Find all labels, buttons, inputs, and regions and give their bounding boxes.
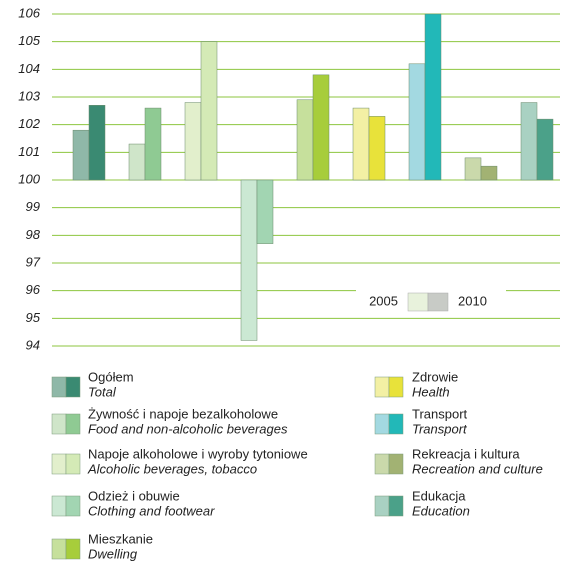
bar [72, 129, 90, 181]
legend-label: 2005 [369, 293, 398, 308]
bar [312, 74, 330, 181]
legend-category-en: Recreation and culture [412, 461, 543, 476]
bar [128, 143, 146, 181]
legend-category: Zdrowie [412, 369, 458, 384]
bar [256, 179, 274, 244]
legend-swatch [65, 376, 81, 398]
bar [424, 13, 442, 181]
bar [296, 99, 314, 181]
bar [368, 116, 386, 181]
legend-category: Żywność i napoje bezalkoholowe [88, 406, 278, 421]
legend-category: Transport [412, 406, 468, 421]
legend-category-en: Clothing and footwear [88, 503, 215, 518]
legend-category-en: Health [412, 384, 450, 399]
y-tick-label: 99 [26, 199, 40, 214]
legend-label: 2010 [458, 293, 487, 308]
y-tick-label: 96 [26, 282, 41, 297]
legend-swatch [374, 376, 390, 398]
legend-category-en: Food and non-alcoholic beverages [88, 421, 288, 436]
legend-swatch [65, 453, 81, 475]
legend-category: Rekreacja i kultura [412, 446, 520, 461]
y-tick-label: 101 [18, 144, 40, 159]
y-tick-label: 98 [26, 227, 41, 242]
y-tick-label: 103 [18, 88, 40, 103]
legend-category: Napoje alkoholowe i wyroby tytoniowe [88, 446, 308, 461]
legend-swatch [51, 376, 67, 398]
legend-category-en: Total [88, 384, 117, 399]
y-tick-label: 94 [26, 337, 40, 352]
legend-swatch [374, 495, 390, 517]
bar [408, 63, 426, 181]
y-tick-label: 100 [18, 171, 40, 186]
legend-swatch [374, 413, 390, 435]
y-tick-label: 95 [26, 310, 41, 325]
legend-swatch [51, 538, 67, 560]
bar [184, 102, 202, 181]
legend-swatch [388, 495, 404, 517]
legend-swatch [388, 413, 404, 435]
y-tick-label: 106 [18, 5, 40, 20]
legend-category: Mieszkanie [88, 531, 153, 546]
legend-swatch [65, 538, 81, 560]
legend-category: Odzież i obuwie [88, 488, 180, 503]
y-tick-label: 102 [18, 116, 40, 131]
y-tick-label: 105 [18, 33, 40, 48]
legend-swatch [388, 376, 404, 398]
bar [88, 105, 106, 181]
legend-swatch [65, 495, 81, 517]
legend-swatch [51, 495, 67, 517]
legend-swatch [427, 292, 449, 312]
legend-swatch [65, 413, 81, 435]
bar [200, 41, 218, 181]
legend-swatch [51, 413, 67, 435]
bar [536, 118, 554, 181]
legend-category: Ogółem [88, 369, 134, 384]
bar [352, 107, 370, 181]
legend-swatch [407, 292, 429, 312]
legend-category-en: Alcoholic beverages, tobacco [87, 461, 257, 476]
legend-category-en: Education [412, 503, 470, 518]
bar [520, 102, 538, 181]
bar [480, 165, 498, 181]
legend-swatch [51, 453, 67, 475]
legend-category: Edukacja [412, 488, 466, 503]
bar [240, 179, 258, 341]
bar [144, 107, 162, 181]
legend-category-en: Transport [412, 421, 468, 436]
y-tick-label: 97 [26, 254, 41, 269]
legend-swatch [374, 453, 390, 475]
legend-category-en: Dwelling [88, 546, 138, 561]
y-tick-label: 104 [18, 61, 40, 76]
bar [464, 157, 482, 181]
legend-swatch [388, 453, 404, 475]
